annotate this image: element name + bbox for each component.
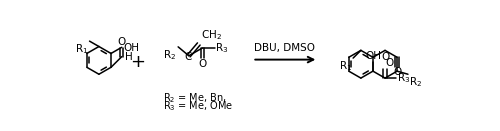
Text: O: O <box>393 67 401 77</box>
Text: CH$_2$: CH$_2$ <box>201 29 222 42</box>
Text: R$_3$: R$_3$ <box>396 71 410 85</box>
Text: R$_3$ = Me, OMe: R$_3$ = Me, OMe <box>163 100 234 113</box>
Text: OH: OH <box>365 51 381 61</box>
Text: O: O <box>118 37 126 47</box>
Text: R$_2$: R$_2$ <box>164 48 176 62</box>
Text: R$_3$: R$_3$ <box>216 41 229 55</box>
Text: +: + <box>130 53 145 71</box>
Text: H: H <box>125 52 132 62</box>
Text: O: O <box>386 58 394 68</box>
Text: OH: OH <box>124 43 140 53</box>
Text: R$_1$: R$_1$ <box>339 60 352 73</box>
Text: O: O <box>382 52 390 62</box>
Text: DBU, DMSO: DBU, DMSO <box>254 43 316 53</box>
Text: R$_1$: R$_1$ <box>74 43 88 56</box>
Text: O: O <box>198 59 206 69</box>
Text: C: C <box>184 52 192 62</box>
Text: R$_2$: R$_2$ <box>408 75 422 89</box>
Text: R$_2$ = Me, Bn,: R$_2$ = Me, Bn, <box>163 91 226 105</box>
